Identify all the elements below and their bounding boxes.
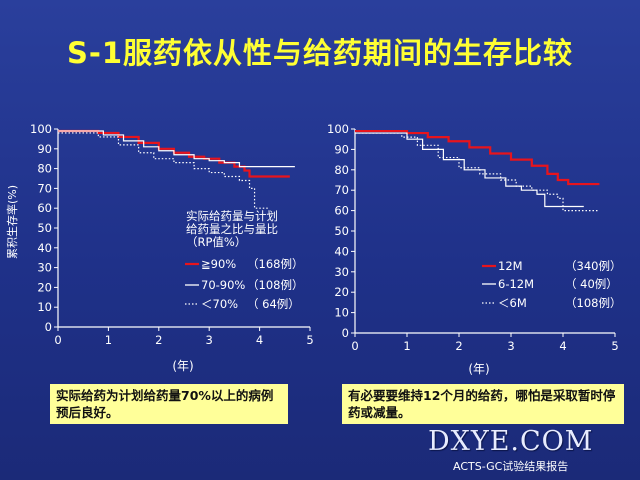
y-tick-label: 100 [30,122,52,136]
y-tick-label: 50 [334,224,349,238]
y-tick-label: 60 [37,201,52,215]
slide-title: S-1服药依从性与给药期间的生存比较 [66,36,574,70]
y-tick-label: 70 [37,181,52,195]
legend-title-line: 给药量之比与量比 [186,222,278,236]
series-line-2 [355,132,584,208]
x-tick-label: 5 [611,339,618,353]
series-line-3 [355,132,600,212]
conclusion-note-right: 有必要要维持12个月的给药，哪怕是采取暂时停药或减量。 [342,384,624,424]
legend-title-line: 实际给药量与计划 [186,209,278,223]
legend-count: （340例） [565,259,621,273]
y-axis-label: 累积生存率(%) [5,185,19,259]
x-tick-label: 4 [559,339,566,353]
legend-title-line: （RP值%） [186,235,246,249]
y-tick-label: 80 [37,162,52,176]
x-axis-label: (年) [172,359,193,373]
y-tick-label: 80 [334,163,349,177]
y-tick-label: 50 [37,221,52,235]
y-tick-label: 90 [334,142,349,156]
legend-label: 6-12M [498,277,534,291]
y-tick-label: 40 [37,241,52,255]
x-tick-label: 1 [403,339,410,353]
legend-label: 12M [498,259,523,273]
x-tick-label: 2 [455,339,462,353]
x-tick-label: 3 [507,339,514,353]
legend-count: （ 40例） [565,277,618,291]
y-tick-label: 40 [334,244,349,258]
legend-count: （108例） [247,278,303,292]
legend-count: （168例） [247,257,303,271]
legend-label: ≧90% [201,257,236,271]
y-tick-label: 70 [334,183,349,197]
x-tick-label: 5 [306,333,313,347]
x-tick-label: 0 [54,333,61,347]
series-line-2 [58,130,295,168]
source-caption: ACTS-GC试验结果报告 [453,460,569,473]
legend-label: ＜6M [498,296,527,310]
x-tick-label: 0 [351,339,358,353]
y-tick-label: 90 [37,142,52,156]
y-tick-label: 0 [45,320,52,334]
series-line-1 [355,129,600,186]
y-tick-label: 0 [342,326,349,340]
x-tick-label: 3 [206,333,213,347]
series-line-3 [58,132,270,209]
y-tick-label: 20 [334,285,349,299]
watermark-logo: DXYE.COM [428,426,594,457]
x-tick-label: 1 [105,333,112,347]
x-tick-label: 2 [155,333,162,347]
legend-label: 70-90% [201,278,245,292]
y-tick-label: 10 [37,300,52,314]
legend-count: （ 64例） [247,297,300,311]
x-axis-label: (年) [468,362,489,376]
legend-count: （108例） [565,296,621,310]
y-tick-label: 60 [334,204,349,218]
legend-label: ＜70% [201,297,238,311]
y-tick-label: 10 [334,306,349,320]
y-tick-label: 30 [334,265,349,279]
conclusion-note-left: 实际给药为计划给药量70%以上的病例预后良好。 [50,384,288,424]
x-tick-label: 4 [256,333,263,347]
y-tick-label: 20 [37,280,52,294]
y-tick-label: 100 [327,122,349,136]
y-tick-label: 30 [37,261,52,275]
